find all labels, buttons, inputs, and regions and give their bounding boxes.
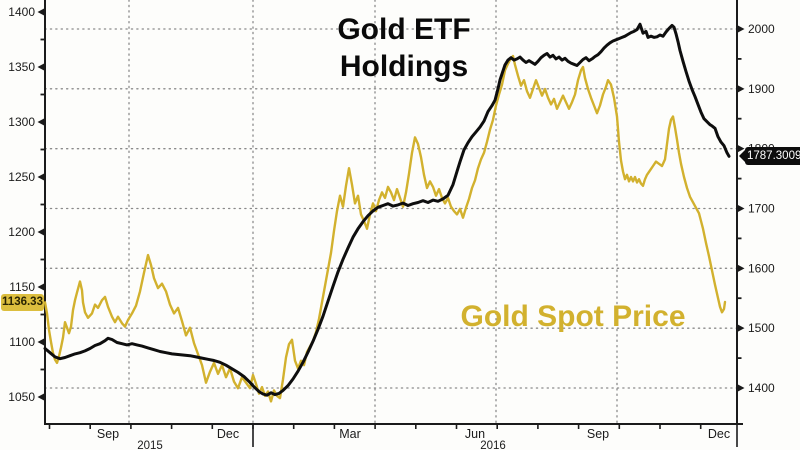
axis-tick-arrow [737, 264, 745, 273]
gold-last-value-tag: 1136.33 [1, 294, 44, 311]
right-axis-tick-label: 1600 [748, 261, 775, 275]
left-axis-tick-label: 1050 [8, 390, 35, 404]
x-axis-month-label: Dec [217, 427, 239, 441]
x-axis-month-label: Sep [97, 427, 119, 441]
axis-tick-arrow [37, 173, 45, 181]
axis-tick-arrow [737, 84, 745, 93]
axis-tick-arrow [37, 8, 45, 16]
axis-tick-arrow [737, 204, 745, 213]
etf-last-value-tag: 1787.3009 [745, 147, 800, 165]
axis-tick-arrow [37, 118, 45, 126]
axis-tick-arrow [37, 228, 45, 236]
left-axis-tick-label: 1300 [8, 115, 35, 129]
axis-tick-arrow [737, 25, 745, 33]
spot-series-label: Gold Spot Price [460, 300, 686, 333]
right-axis-tick-label: 1400 [748, 381, 775, 395]
axis-tick-arrow [737, 324, 745, 333]
chart-title-line1: Gold ETF [337, 13, 471, 46]
axis-tick-arrow [37, 393, 45, 401]
axis-tick-arrow [37, 283, 45, 291]
right-axis-tick-label: 1700 [748, 201, 775, 215]
right-axis-tick-label: 1500 [748, 321, 775, 335]
x-axis-month-label: Dec [708, 427, 730, 441]
x-axis-month-label: Jun [465, 427, 485, 441]
right-axis-tick-label: 1900 [748, 82, 775, 96]
x-axis-month-label: Sep [587, 427, 609, 441]
gold-etf-holdings-line [43, 22, 731, 397]
right-axis-tick-label: 2000 [748, 22, 775, 36]
left-axis-tick-label: 1200 [8, 225, 35, 239]
chart-title: Gold ETF Holdings [337, 12, 470, 85]
axis-tick-arrow [737, 383, 745, 392]
left-axis-tick-label: 1350 [8, 60, 35, 74]
x-axis-year-label: 2015 [137, 440, 163, 450]
left-axis-tick-label: 1250 [8, 170, 35, 184]
axis-tick-arrow [37, 63, 45, 71]
left-axis-tick-label: 1400 [8, 5, 35, 19]
x-axis-year-label: 2016 [480, 440, 506, 450]
gold-spot-price-line [43, 54, 727, 403]
axis-tick-arrow [37, 338, 45, 346]
chart-title-line2: Holdings [339, 49, 469, 83]
left-axis-tick-label: 1100 [9, 335, 35, 349]
left-axis-tick-label: 1150 [9, 280, 35, 294]
x-axis-month-label: Mar [339, 427, 361, 441]
